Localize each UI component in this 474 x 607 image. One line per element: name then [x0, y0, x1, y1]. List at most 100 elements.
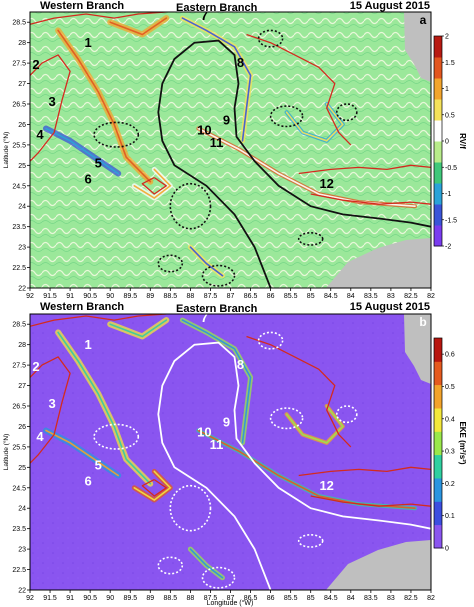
shelf-contour	[246, 335, 352, 448]
x-tick-label: 86.5	[244, 293, 258, 300]
eddy-label: 9	[223, 414, 230, 429]
colorbar-tick-label: 0.3	[445, 449, 455, 456]
eddy-label: 3	[48, 396, 55, 411]
y-tick-label: 23.5	[12, 526, 26, 533]
y-axis-b: 22 22.5 23 23.5 24 24.5 25 25.5 26 26.5 27 27.5 28 28…	[12, 322, 30, 595]
date-b: 15 August 2015	[350, 301, 430, 313]
x-axis-b: 92 91.5 91 90.5 90 89.5 89 88.5 88 87.5 87 86.5 86 85…	[26, 590, 435, 602]
y-axis-label-b: Latitude (°N)	[2, 434, 10, 471]
colorbar-tick-label: 0.5	[445, 384, 455, 391]
colorbar-tick-label: 0.5	[445, 112, 455, 119]
field-filament-core	[45, 127, 119, 175]
field-filament-core	[181, 17, 252, 142]
x-tick-label: 88.5	[163, 293, 177, 300]
x-tick-label: 82.5	[404, 293, 418, 300]
x-tick-label: 89.5	[123, 595, 137, 602]
x-tick-label: 82.5	[404, 595, 418, 602]
y-tick-label: 24	[18, 204, 26, 211]
eddy-label: 3	[48, 94, 55, 109]
y-tick-label: 26.5	[12, 102, 26, 109]
eddy-outline	[93, 423, 140, 450]
eddy-outline	[157, 254, 184, 273]
eddy-label: 11	[210, 135, 224, 150]
y-tick-label: 28	[18, 342, 26, 349]
field-filament-core	[133, 470, 172, 501]
x-tick-label: 87	[227, 293, 235, 300]
field-filament-core	[57, 331, 152, 485]
x-axis-label-b: Longitude (°W)	[207, 599, 254, 607]
y-tick-label: 26	[18, 424, 26, 431]
eddy-outline	[93, 121, 140, 148]
shelf-contour	[310, 495, 431, 507]
x-axis-a: 92 91.5 91 90.5 90 89.5 89 88.5 88 87.5 87 86.5 86 85…	[26, 288, 435, 300]
land-florida-b	[404, 314, 431, 384]
x-tick-label: 87.5	[204, 595, 218, 602]
eddy-label: 7	[201, 8, 208, 23]
x-tick-label: 91	[66, 595, 74, 602]
colorbar-tick-label: 0	[445, 546, 449, 553]
eddy-outline	[297, 231, 324, 246]
x-tick-label: 90	[106, 293, 114, 300]
x-tick-label: 85.5	[284, 293, 298, 300]
shelf-contour	[30, 12, 167, 25]
x-tick-label: 82	[427, 595, 435, 602]
y-tick-label: 24.5	[12, 485, 26, 492]
y-tick-label: 22.5	[12, 265, 26, 272]
eddy-label: 1	[84, 337, 91, 352]
land-florida-a	[404, 12, 431, 82]
x-tick-label: 83	[387, 293, 395, 300]
colorbar-tick-label: -1	[445, 191, 451, 198]
shelf-contour	[30, 356, 71, 464]
x-tick-label: 86	[267, 293, 275, 300]
y-tick-label: 27.5	[12, 61, 26, 68]
colorbar-segment	[434, 408, 442, 432]
eddy-outline	[169, 484, 212, 532]
eddy-outline	[201, 264, 236, 287]
eddy-outlines	[93, 331, 358, 589]
field-filament-core	[285, 103, 344, 142]
y-tick-label: 22	[18, 588, 26, 595]
header-western-b: Western Branch	[40, 301, 124, 313]
eddy-label: 7	[201, 310, 208, 325]
field-filament-core	[189, 246, 224, 277]
colorbar-eke: 0.6 0.5 0.4 0.3 0.2 0.1 0 EKE (m²/s²)	[433, 337, 467, 553]
panel-letter-b: b	[419, 315, 426, 329]
y-tick-label: 26.5	[12, 404, 26, 411]
colorbar-tick-label: 0.2	[445, 481, 455, 488]
y-tick-label: 25.5	[12, 444, 26, 451]
x-tick-label: 85	[307, 595, 315, 602]
field-filament-core	[109, 319, 168, 338]
eddy-label: 9	[223, 112, 230, 127]
panel-letter-a: a	[420, 13, 427, 27]
shelf-contour	[30, 54, 71, 162]
colorbar-tick-label: 0.6	[445, 352, 455, 359]
y-tick-label: 22.5	[12, 567, 26, 574]
x-tick-label: 85.5	[284, 595, 298, 602]
eddy-outline	[269, 407, 304, 430]
eddy-outline	[335, 103, 358, 122]
colorbar-tick-label: 0.4	[445, 416, 455, 423]
colorbar-segment	[434, 478, 442, 502]
x-tick-label: 88.5	[163, 595, 177, 602]
y-tick-label: 27	[18, 81, 26, 88]
x-tick-label: 86.5	[244, 595, 258, 602]
x-tick-label: 90.5	[83, 595, 97, 602]
colorbar-tick-label: 1.5	[445, 60, 455, 67]
x-tick-label: 84	[347, 595, 355, 602]
eddy-label: 11	[210, 437, 224, 452]
eddy-outline	[335, 405, 358, 424]
eddy-outline	[157, 556, 184, 575]
y-axis-a: 22 22.5 23 23.5 24 24.5 25 25.5 26 26.5 27 27.5 28 28…	[12, 20, 30, 293]
field-filament-core	[189, 548, 224, 579]
colorbar-segment	[434, 225, 442, 247]
colorbar-segment	[434, 524, 442, 549]
eddy-label: 10	[197, 425, 211, 440]
field-filament-core	[181, 319, 252, 444]
y-tick-label: 24.5	[12, 183, 26, 190]
y-tick-label: 27	[18, 383, 26, 390]
x-tick-label: 84	[347, 293, 355, 300]
y-tick-label: 23.5	[12, 224, 26, 231]
